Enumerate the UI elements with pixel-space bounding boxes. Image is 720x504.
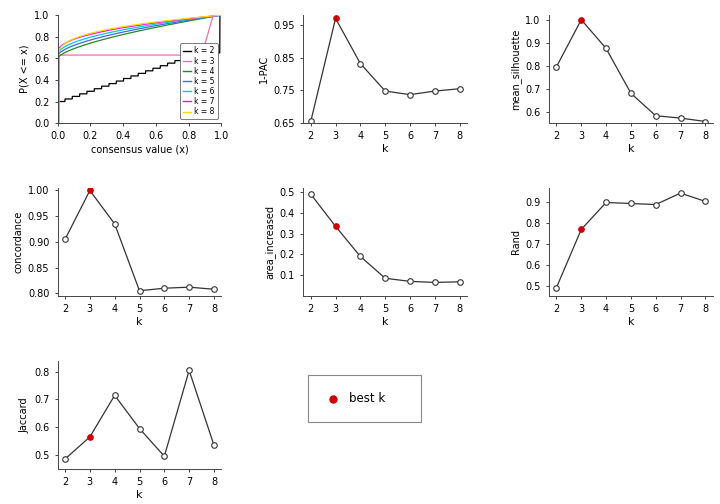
k = 2: [217, 12, 226, 18]
k = 8: [62, 40, 71, 46]
k = 8: [182, 16, 191, 22]
k = 7: [217, 12, 226, 18]
k = 5: [133, 26, 142, 32]
X-axis label: k: k: [382, 317, 389, 327]
k = 8: [217, 12, 226, 18]
k = 4: [133, 28, 142, 34]
k = 7: [212, 13, 221, 19]
k = 2: [133, 73, 142, 79]
k = 5: [217, 12, 226, 18]
X-axis label: k: k: [628, 144, 634, 154]
k = 6: [129, 25, 138, 31]
k = 3: [212, 12, 221, 18]
k = 7: [133, 22, 142, 28]
k = 5: [212, 13, 221, 19]
k = 2: [62, 96, 71, 102]
k = 6: [212, 13, 221, 19]
k = 3: [212, 12, 221, 18]
Legend: k = 2, k = 3, k = 4, k = 5, k = 6, k = 7, k = 8: k = 2, k = 3, k = 4, k = 5, k = 6, k = 7…: [180, 43, 217, 119]
k = 5: [182, 18, 191, 24]
k = 4: [62, 49, 71, 55]
k = 3: [217, 12, 226, 18]
Line: k = 8: k = 8: [58, 15, 222, 59]
k = 8: [212, 13, 221, 19]
k = 4: [217, 12, 226, 18]
k = 3: [53, 120, 62, 126]
Line: k = 6: k = 6: [58, 15, 222, 55]
Line: k = 3: k = 3: [58, 15, 222, 123]
Line: k = 2: k = 2: [58, 15, 222, 101]
k = 3: [209, 12, 217, 18]
X-axis label: k: k: [136, 317, 143, 327]
k = 2: [215, 12, 224, 18]
k = 4: [212, 13, 221, 19]
X-axis label: k: k: [136, 490, 143, 500]
k = 2: [182, 55, 191, 61]
Y-axis label: area_increased: area_increased: [264, 205, 276, 279]
k = 7: [212, 13, 221, 19]
k = 8: [129, 22, 138, 28]
k = 6: [53, 52, 62, 58]
X-axis label: k: k: [382, 144, 389, 154]
FancyBboxPatch shape: [308, 375, 421, 422]
k = 6: [62, 43, 71, 49]
k = 8: [212, 13, 221, 19]
k = 8: [53, 56, 62, 62]
Y-axis label: Rand: Rand: [511, 229, 521, 255]
Y-axis label: P(X <= x): P(X <= x): [19, 45, 30, 93]
k = 5: [53, 53, 62, 59]
k = 7: [62, 40, 71, 46]
k = 4: [129, 29, 138, 35]
k = 4: [212, 13, 221, 19]
Line: k = 4: k = 4: [58, 15, 222, 58]
k = 6: [212, 13, 221, 19]
k = 2: [53, 98, 62, 104]
k = 2: [212, 50, 221, 56]
k = 5: [212, 13, 221, 19]
X-axis label: k: k: [628, 317, 634, 327]
Y-axis label: 1-PAC: 1-PAC: [259, 55, 269, 83]
k = 5: [62, 46, 71, 52]
k = 5: [129, 27, 138, 33]
k = 2: [212, 50, 221, 56]
k = 3: [133, 52, 142, 58]
Y-axis label: Jaccard: Jaccard: [19, 397, 30, 432]
k = 4: [182, 18, 191, 24]
X-axis label: consensus value (x): consensus value (x): [91, 144, 189, 154]
k = 3: [182, 52, 191, 58]
k = 2: [129, 73, 138, 79]
Y-axis label: mean_silhouette: mean_silhouette: [510, 28, 521, 110]
k = 3: [129, 52, 138, 58]
k = 6: [217, 12, 226, 18]
k = 6: [133, 24, 142, 30]
Line: k = 5: k = 5: [58, 15, 222, 56]
k = 7: [53, 50, 62, 56]
k = 4: [53, 55, 62, 61]
k = 7: [129, 23, 138, 29]
k = 8: [133, 22, 142, 28]
k = 6: [182, 17, 191, 23]
k = 7: [182, 16, 191, 22]
Text: best k: best k: [349, 392, 385, 405]
k = 3: [62, 52, 71, 58]
Line: k = 7: k = 7: [58, 15, 222, 53]
Y-axis label: concordance: concordance: [14, 211, 24, 273]
